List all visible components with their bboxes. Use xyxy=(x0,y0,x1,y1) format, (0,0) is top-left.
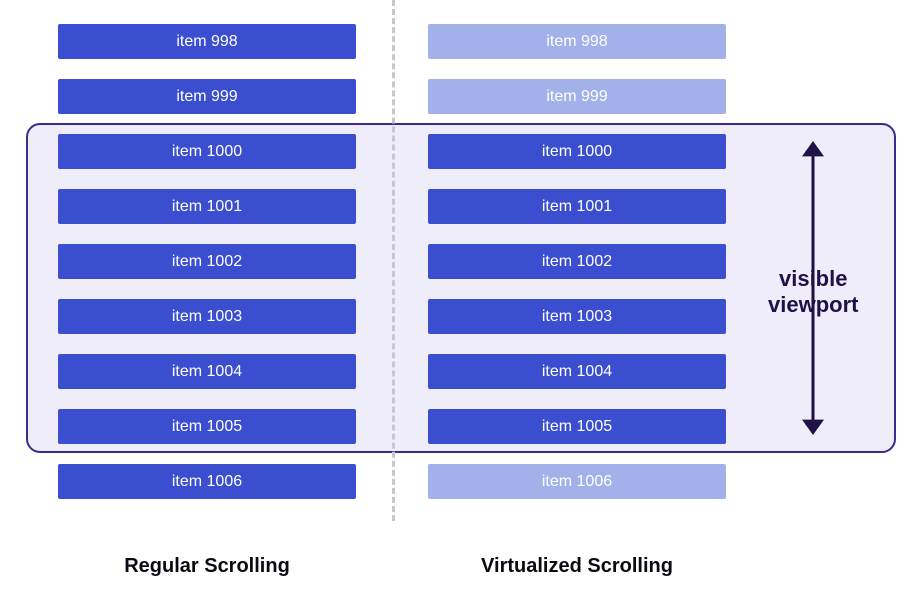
visible-viewport-label: visible viewport xyxy=(768,266,858,319)
list-item: item 1001 xyxy=(428,189,726,224)
list-item-label: item 1005 xyxy=(172,418,242,436)
list-item-label: item 1006 xyxy=(172,473,242,491)
list-item-label: item 999 xyxy=(546,88,607,106)
list-item: item 999 xyxy=(428,79,726,114)
list-item: item 1002 xyxy=(58,244,356,279)
list-item-label: item 1000 xyxy=(172,143,242,161)
list-item-label: item 998 xyxy=(176,33,237,51)
diagram-canvas: item 998 item 999 item 1000 item 1001 item 1… xyxy=(0,0,917,609)
list-item: item 1004 xyxy=(58,354,356,389)
list-item-label: item 1005 xyxy=(542,418,612,436)
list-item-label: item 1004 xyxy=(172,363,242,381)
list-item: item 1003 xyxy=(428,299,726,334)
visible-viewport-box xyxy=(26,123,896,453)
list-item: item 1005 xyxy=(428,409,726,444)
viewport-label-line1: visible xyxy=(768,266,858,292)
list-item-label: item 1002 xyxy=(542,253,612,271)
list-item-label: item 1003 xyxy=(172,308,242,326)
list-item-label: item 1002 xyxy=(172,253,242,271)
list-item: item 1000 xyxy=(428,134,726,169)
list-item: item 1000 xyxy=(58,134,356,169)
list-item: item 1003 xyxy=(58,299,356,334)
list-item: item 998 xyxy=(58,24,356,59)
list-item: item 1005 xyxy=(58,409,356,444)
list-item: item 1004 xyxy=(428,354,726,389)
list-item-label: item 999 xyxy=(176,88,237,106)
list-item-label: item 1001 xyxy=(542,198,612,216)
list-item-label: item 1000 xyxy=(542,143,612,161)
list-item-label: item 1006 xyxy=(542,473,612,491)
list-item-label: item 998 xyxy=(546,33,607,51)
regular-scrolling-title: Regular Scrolling xyxy=(58,555,356,578)
list-item: item 1001 xyxy=(58,189,356,224)
center-divider xyxy=(392,0,395,521)
viewport-label-line2: viewport xyxy=(768,292,858,318)
list-item: item 999 xyxy=(58,79,356,114)
list-item: item 998 xyxy=(428,24,726,59)
list-item-label: item 1004 xyxy=(542,363,612,381)
list-item-label: item 1001 xyxy=(172,198,242,216)
list-item: item 1006 xyxy=(428,464,726,499)
list-item: item 1006 xyxy=(58,464,356,499)
list-item-label: item 1003 xyxy=(542,308,612,326)
virtualized-scrolling-title: Virtualized Scrolling xyxy=(428,555,726,578)
list-item: item 1002 xyxy=(428,244,726,279)
